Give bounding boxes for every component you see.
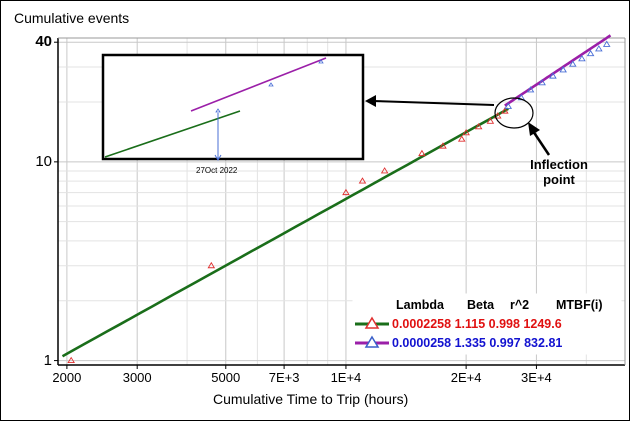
data-point — [595, 45, 603, 52]
data-point — [586, 49, 595, 57]
data-point — [439, 142, 447, 149]
y-tick-label: 1 — [43, 351, 52, 369]
inset-pointer-arrow — [372, 100, 495, 106]
data-point — [559, 66, 567, 73]
legend-row-2-r2: 0.997 — [489, 336, 521, 350]
data-point — [568, 60, 577, 67]
data-point — [486, 117, 495, 124]
legend-row-2-values: 0.0000258 1.335 0.997 832.81 — [392, 336, 562, 350]
data-point — [418, 149, 426, 157]
x-tick-label: 3000 — [122, 370, 152, 385]
inset-marker — [318, 59, 324, 64]
inflection-point-callout: Inflection point — [519, 157, 599, 187]
data-point — [602, 40, 611, 47]
data-point — [578, 54, 586, 62]
legend-marker-1 — [364, 316, 380, 329]
inset-zoom-box — [101, 53, 365, 161]
legend-row-2-lambda: 0.0000258 — [392, 336, 452, 350]
x-tick-label: 1E+4 — [330, 370, 362, 385]
legend-header-beta: Beta — [467, 298, 495, 312]
callout-arrowhead — [528, 122, 540, 136]
data-point — [67, 356, 75, 364]
inset-border — [101, 53, 365, 161]
legend-header-r2: r^2 — [510, 298, 530, 312]
legend-row-1-values: 0.0002258 1.115 0.998 1249.6 — [392, 317, 562, 331]
inset-marker — [215, 108, 221, 113]
legend-header-mtbf: MTBF(i) — [556, 298, 603, 312]
legend-marker-2 — [364, 335, 380, 348]
legend-row-2-mtbf: 832.81 — [524, 336, 563, 350]
x-tick-label: 5000 — [211, 370, 241, 385]
x-axis-title: Cumulative Time to Trip (hours) — [213, 391, 409, 407]
callout-arrow — [531, 130, 551, 156]
data-point — [358, 177, 367, 184]
legend-header-lambda: Lambda — [396, 298, 444, 312]
inset-date-label: 27Oct 2022 — [196, 166, 238, 175]
legend-box — [352, 293, 622, 355]
y-axis-title: Cumulative events — [14, 10, 130, 26]
x-tick-label: 2E+4 — [450, 370, 482, 385]
x-tick-label: 2000 — [52, 370, 82, 385]
x-tick-label: 7E+3 — [268, 370, 300, 385]
data-point — [457, 135, 466, 142]
data-point — [526, 86, 535, 93]
callout-line-2: point — [543, 172, 575, 187]
data-point — [549, 72, 557, 79]
legend-background — [352, 293, 622, 355]
legend-row-1-lambda: 0.0002258 — [392, 317, 452, 331]
data-point — [207, 261, 216, 269]
series-1-fit-line — [61, 107, 509, 358]
data-point — [493, 112, 502, 119]
y-tick-label: 10 — [35, 152, 52, 170]
data-point — [342, 188, 350, 196]
y-tick-label: 40 — [35, 33, 52, 51]
inflection-ellipse — [494, 97, 534, 129]
legend-row-1-r2: 0.998 — [488, 317, 520, 331]
data-point — [517, 93, 526, 101]
data-point — [504, 102, 513, 109]
inset-arrow-down — [214, 154, 222, 161]
series-1 — [61, 107, 509, 364]
legend-row-2-beta: 1.335 — [454, 336, 486, 350]
data-point — [538, 78, 546, 86]
x-tick-label: 3E+4 — [521, 370, 552, 385]
callout-line-1: Inflection — [530, 157, 588, 172]
legend-row-1-beta: 1.115 — [454, 317, 486, 331]
data-point — [501, 107, 509, 114]
series-2-fit-line — [504, 34, 612, 107]
inset-marker — [268, 82, 274, 87]
legend-row-1-mtbf: 1249.6 — [523, 317, 562, 331]
data-point — [380, 167, 389, 174]
inset-purple-line — [190, 57, 327, 112]
data-point — [462, 128, 470, 136]
series-2 — [504, 34, 612, 109]
data-point — [474, 122, 483, 130]
inset-pointer-arrowhead — [365, 95, 376, 107]
